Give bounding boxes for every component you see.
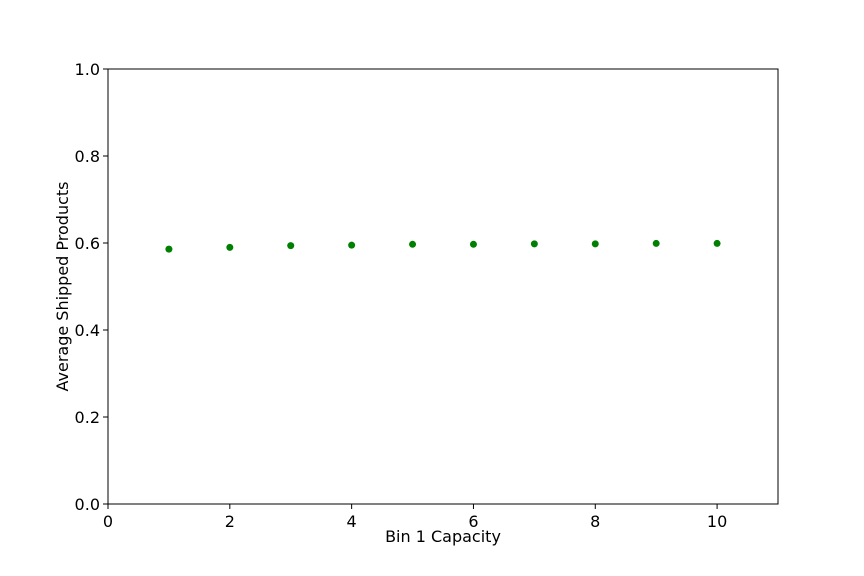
data-point <box>348 241 356 249</box>
y-tick-label: 0.2 <box>75 408 100 427</box>
x-tick-label: 0 <box>103 512 113 531</box>
data-point <box>713 239 721 247</box>
y-tick-label: 0.0 <box>75 495 100 514</box>
data-point <box>591 240 599 248</box>
y-axis-label: Average Shipped Products <box>53 181 72 391</box>
x-tick-label: 8 <box>590 512 600 531</box>
data-points <box>165 239 721 253</box>
y-axis-ticks: 0.0 0.2 0.4 0.6 0.8 1.0 <box>75 60 108 514</box>
y-tick-label: 0.8 <box>75 147 100 166</box>
y-tick-label: 0.4 <box>75 321 100 340</box>
x-axis-ticks: 0 2 4 6 8 10 <box>103 504 727 531</box>
x-tick-label: 2 <box>225 512 235 531</box>
x-tick-label: 4 <box>347 512 357 531</box>
data-point <box>287 242 295 250</box>
x-tick-label: 10 <box>707 512 727 531</box>
data-point <box>652 239 660 247</box>
data-point <box>409 240 417 248</box>
y-tick-label: 1.0 <box>75 60 100 79</box>
data-point <box>469 240 477 248</box>
x-tick-label: 6 <box>468 512 478 531</box>
plot-frame <box>107 68 779 505</box>
data-point <box>165 245 173 253</box>
x-axis-label: Bin 1 Capacity <box>385 527 501 546</box>
data-point <box>530 240 538 248</box>
y-tick-label: 0.6 <box>75 234 100 253</box>
data-point <box>226 243 234 251</box>
